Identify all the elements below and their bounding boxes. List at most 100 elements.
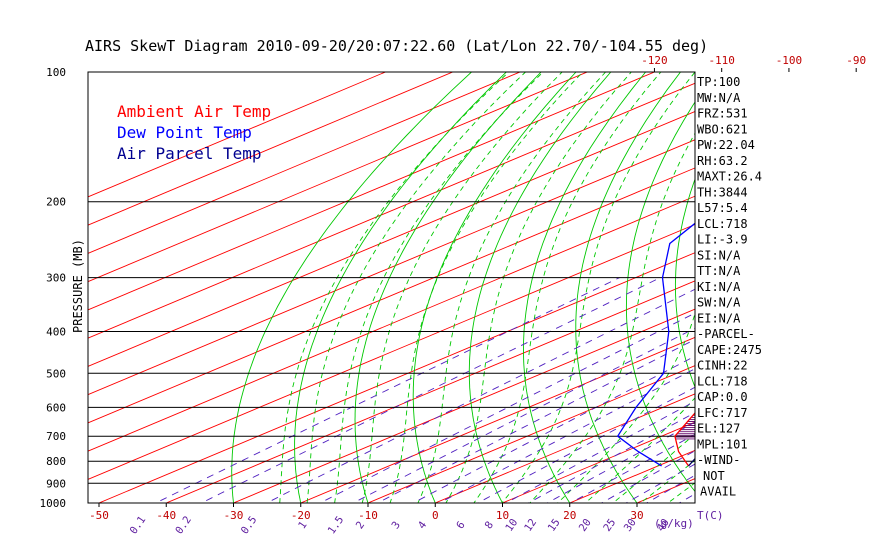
top-temp-tick-label: -90 xyxy=(846,54,866,67)
moist-adiabat-line xyxy=(612,433,695,503)
index-item: CAP:0.0 xyxy=(697,390,748,404)
top-temp-tick-label: -110 xyxy=(708,54,735,67)
dry-adiabat-line xyxy=(814,72,870,512)
isotherm-line xyxy=(88,72,387,198)
mixing-ratio-line xyxy=(154,277,620,503)
moist-adiabat-line xyxy=(389,72,584,503)
mixing-ratio-tick-label: 25 xyxy=(601,517,618,534)
legend-ambient-air-temp: Ambient Air Temp xyxy=(117,102,271,121)
index-item: CAPE:2475 xyxy=(697,343,762,357)
isotherm-line xyxy=(750,52,870,512)
isotherm-line xyxy=(501,421,695,503)
bottom-temp-tick-label: -50 xyxy=(89,509,109,522)
index-item: KI:N/A xyxy=(697,280,741,294)
index-item: WBO:621 xyxy=(697,122,748,136)
index-item: LFC:717 xyxy=(697,406,748,420)
moist-adiabat-line xyxy=(473,72,662,503)
mixing-ratio-line xyxy=(527,412,695,503)
index-item: LCL:718 xyxy=(697,374,748,388)
bottom-temp-tick-label: -20 xyxy=(291,509,311,522)
isotherm-line xyxy=(88,72,522,254)
series-line-ambient-air-temp xyxy=(674,412,695,467)
moist-adiabat-line xyxy=(334,72,544,503)
pressure-tick-label: 600 xyxy=(46,401,66,414)
mixing-ratio-tick-label: 6 xyxy=(454,519,467,531)
mixing-ratio-line xyxy=(504,400,695,503)
mixing-ratio-line xyxy=(412,355,695,503)
index-item: SI:N/A xyxy=(697,248,741,262)
moist-adiabat-line xyxy=(306,72,526,503)
dry-adiabat-line xyxy=(858,72,870,512)
dry-adiabat-line xyxy=(523,72,646,503)
index-item: EI:N/A xyxy=(697,311,741,325)
isotherm-line xyxy=(299,336,695,503)
index-item: LCL:718 xyxy=(697,217,748,231)
index-item: RH:63.2 xyxy=(697,154,748,168)
mixing-ratio-tick-label: 20 xyxy=(577,517,594,534)
moist-adiabat-line xyxy=(556,312,695,503)
isotherm-line xyxy=(434,393,695,503)
temp-unit-label: T(C) xyxy=(697,509,724,522)
dry-adiabat-line xyxy=(769,72,870,512)
pressure-tick-label: 700 xyxy=(46,430,66,443)
bottom-temp-tick-label: 20 xyxy=(563,509,576,522)
moist-adiabat-line xyxy=(445,72,632,503)
mixing-ratio-line xyxy=(476,386,695,503)
moist-adiabat-line xyxy=(279,72,510,503)
pressure-tick-label: 900 xyxy=(46,477,66,490)
mixing-ratio-tick-label: 0.2 xyxy=(173,514,194,536)
isotherm-line xyxy=(232,308,695,503)
index-item: TP:100 xyxy=(697,75,740,89)
pressure-tick-label: 300 xyxy=(46,272,66,285)
series-line-dew-point-temp xyxy=(616,222,695,467)
legend-dew-point-temp: Dew Point Temp xyxy=(117,123,252,142)
mixing-ratio-line xyxy=(319,312,695,503)
index-item: FRZ:531 xyxy=(697,107,748,121)
grid-layer xyxy=(88,52,870,512)
moist-adiabat-line xyxy=(639,459,695,503)
mixing-ratio-tick-label: 0.1 xyxy=(128,514,149,536)
plot-frame xyxy=(87,71,696,504)
bottom-temp-tick-label: -40 xyxy=(156,509,176,522)
dry-adiabat-line xyxy=(468,72,612,503)
bottom-temp-tick-label: 30 xyxy=(630,509,643,522)
isotherm-line xyxy=(88,195,695,452)
index-item: TT:N/A xyxy=(697,264,741,278)
isotherm-line xyxy=(88,82,695,339)
mixing-ratio-tick-label: 15 xyxy=(546,517,563,534)
dry-adiabat-line xyxy=(294,72,507,503)
isotherm-line xyxy=(88,72,656,311)
index-item: -PARCEL- xyxy=(697,327,755,341)
legend: Ambient Air Temp Dew Point Temp Air Parc… xyxy=(117,102,271,163)
moist-adiabat-line xyxy=(529,132,695,503)
mixing-ratio-tick-label: 40 xyxy=(655,517,672,534)
index-item: TH:3844 xyxy=(697,185,748,199)
bottom-temp-tick-label: -10 xyxy=(358,509,378,522)
mixing-ratio-tick-label: 8 xyxy=(483,519,496,531)
bottom-temp-tick-label: 10 xyxy=(496,509,509,522)
legend-air-parcel-temp: Air Parcel Temp xyxy=(117,144,262,163)
dry-adiabat-line xyxy=(575,72,681,503)
pressure-tick-label: 1000 xyxy=(40,497,67,510)
y-axis-label: PRESSURE (MB) xyxy=(71,239,85,333)
index-item: CINH:22 xyxy=(697,359,748,373)
mixing-ratio-tick-label: 1.5 xyxy=(326,514,347,536)
pressure-tick-label: 400 xyxy=(46,325,66,338)
top-temp-tick-label: -120 xyxy=(641,54,668,67)
index-item: EL:127 xyxy=(697,422,740,436)
mixing-ratio-tick-label: 4 xyxy=(416,519,429,531)
mixing-ratio-tick-label: 3 xyxy=(390,519,403,531)
moist-adiabat-line xyxy=(361,72,563,503)
isotherm-line xyxy=(88,110,695,367)
dry-adiabat-line xyxy=(412,72,577,503)
bottom-temp-tick-label: -30 xyxy=(224,509,244,522)
mixing-ratio-line xyxy=(678,493,695,503)
series-layer xyxy=(616,222,695,467)
index-item: PW:22.04 xyxy=(697,138,755,152)
index-item: MPL:101 xyxy=(697,437,748,451)
isotherm-line xyxy=(88,139,695,396)
mixing-ratio-tick-label: 10 xyxy=(503,517,520,534)
pressure-tick-label: 200 xyxy=(46,196,66,209)
